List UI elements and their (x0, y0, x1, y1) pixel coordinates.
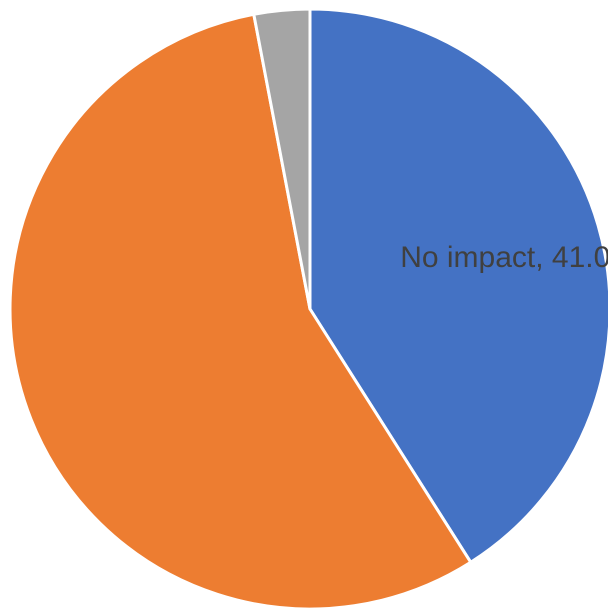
pie-slice-3 (252, 7, 312, 311)
pie-data-label: No impact, 41.0% (400, 241, 608, 274)
pie-slices (8, 7, 608, 611)
pie-data-labels: No impact, 41.0% (400, 241, 608, 274)
pie-slice-2 (8, 12, 473, 611)
